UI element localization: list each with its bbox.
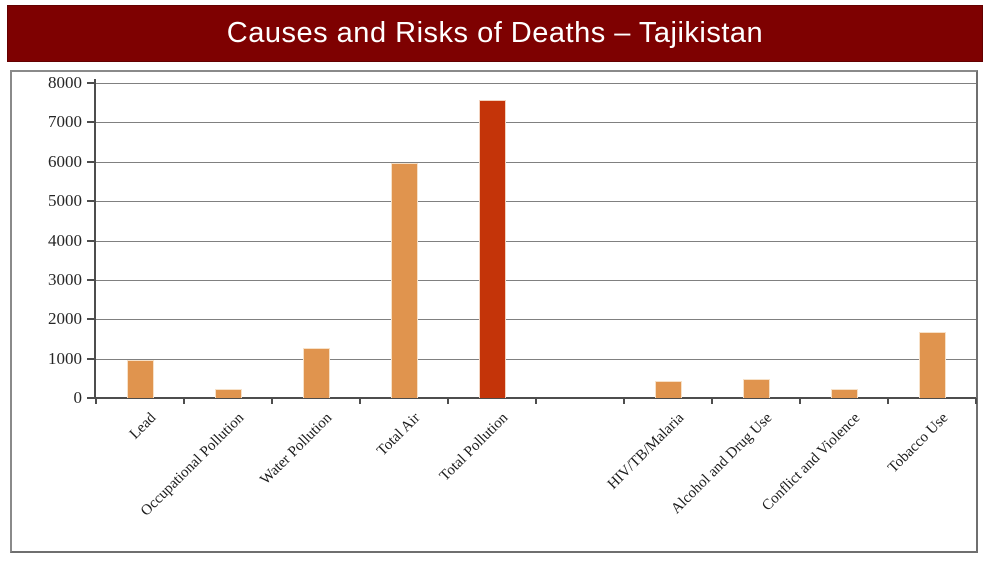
y-axis-line <box>94 79 96 398</box>
gridline-6000 <box>96 162 976 163</box>
x-tick-9 <box>887 398 889 404</box>
y-tick-0 <box>87 397 96 399</box>
bar-conflict-and-violence <box>831 389 858 398</box>
y-tick-6000 <box>87 161 96 163</box>
x-tick-8 <box>799 398 801 404</box>
gridline-1000 <box>96 359 976 360</box>
y-tick-2000 <box>87 318 96 320</box>
x-axis-label-total-pollution: Total Pollution <box>436 410 512 485</box>
bar-occupational-pollution <box>215 389 242 398</box>
x-tick-5 <box>535 398 537 404</box>
bar-total-pollution <box>479 100 506 398</box>
y-tick-8000 <box>87 82 96 84</box>
bar-hiv-tb-malaria <box>655 381 682 398</box>
y-axis-label-6000: 6000 <box>48 151 82 171</box>
gridline-3000 <box>96 280 976 281</box>
x-tick-0 <box>95 398 97 404</box>
gridline-4000 <box>96 241 976 242</box>
chart-title: Causes and Risks of Deaths – Tajikistan <box>226 17 764 49</box>
x-tick-4 <box>447 398 449 404</box>
y-axis-label-2000: 2000 <box>48 309 82 329</box>
x-axis-label-lead: Lead <box>126 410 160 443</box>
x-tick-2 <box>271 398 273 404</box>
x-axis-label-water-pollution: Water Pollution <box>257 410 336 488</box>
x-axis-label-tobacco-use: Tobacco Use <box>885 410 952 477</box>
x-tick-7 <box>711 398 713 404</box>
plot-area <box>87 79 977 404</box>
y-tick-7000 <box>87 121 96 123</box>
gridline-7000 <box>96 122 976 123</box>
y-axis-label-3000: 3000 <box>48 269 82 289</box>
bar-water-pollution <box>303 348 330 398</box>
y-tick-1000 <box>87 358 96 360</box>
y-axis-label-4000: 4000 <box>48 230 82 250</box>
x-axis-label-hiv-tb-malaria: HIV/TB/Malaria <box>604 410 688 493</box>
y-tick-4000 <box>87 240 96 242</box>
x-axis-label-conflict-and-violence: Conflict and Violence <box>759 410 864 515</box>
x-tick-3 <box>359 398 361 404</box>
chart-panel: 0 1000 2000 3000 4000 5000 6000 7000 8000 Lead Oc… <box>10 70 978 553</box>
y-axis-label-7000: 7000 <box>48 112 82 132</box>
chart-title-banner: Causes and Risks of Deaths – Tajikistan <box>7 5 983 62</box>
y-axis-label-5000: 5000 <box>48 191 82 211</box>
y-axis-label-0: 0 <box>73 388 83 407</box>
y-axis-label-8000: 8000 <box>48 73 82 92</box>
x-tick-6 <box>623 398 625 404</box>
bar-alcohol-and-drug-use <box>743 379 770 398</box>
bar-tobacco-use <box>919 332 946 398</box>
gridline-8000 <box>96 83 976 84</box>
bar-lead <box>127 360 154 398</box>
gridline-5000 <box>96 201 976 202</box>
y-axis-label-1000: 1000 <box>48 348 82 368</box>
gridline-2000 <box>96 319 976 320</box>
x-axis-label-total-air: Total Air <box>374 410 424 460</box>
x-tick-10 <box>975 398 977 404</box>
bar-total-air <box>391 163 418 398</box>
y-tick-3000 <box>87 279 96 281</box>
x-tick-1 <box>183 398 185 404</box>
y-tick-5000 <box>87 200 96 202</box>
